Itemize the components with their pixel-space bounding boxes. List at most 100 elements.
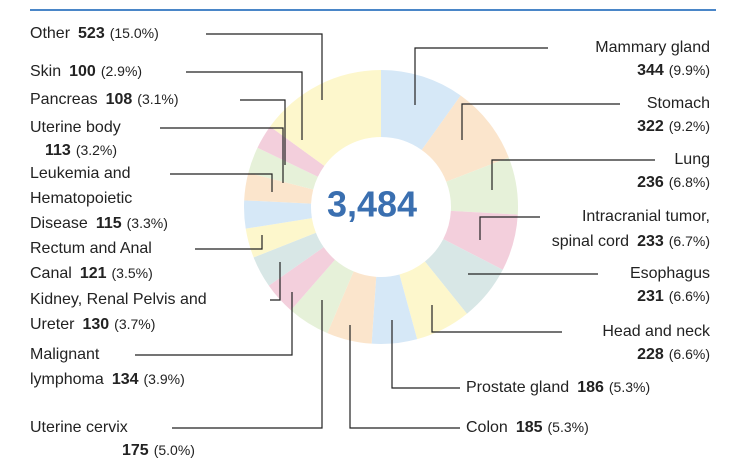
label-count: 322 — [637, 118, 664, 135]
leader-line — [414, 47, 548, 105]
label-name: Canal 121 (3.5%) — [30, 265, 153, 283]
label-name: Kidney, Renal Pelvis and — [30, 291, 207, 308]
slice — [371, 274, 418, 344]
label-name-text: Stomach — [647, 95, 710, 112]
label-name: Disease 115 (3.3%) — [30, 215, 168, 233]
label-percent: (5.0%) — [154, 442, 195, 458]
label-percent: (9.2%) — [669, 118, 710, 134]
slice — [399, 261, 467, 340]
label-name-text: lymphoma — [30, 371, 104, 388]
label-name: Pancreas 108 (3.1%) — [30, 91, 179, 109]
leader-line — [195, 235, 263, 250]
label-count: 185 — [516, 419, 543, 436]
label-percent: (6.8%) — [669, 174, 710, 190]
label-percent: (15.0%) — [110, 25, 159, 41]
label-count-line: 175 (5.0%) — [122, 442, 195, 459]
label-count-line: 231 (6.6%) — [637, 288, 710, 306]
slice — [270, 70, 381, 166]
label-percent: (6.7%) — [669, 233, 710, 249]
label-name: Lung — [674, 151, 710, 168]
label-count: 175 — [122, 442, 149, 459]
leader-line — [170, 173, 273, 192]
label-name-text: Hematopoietic — [30, 190, 132, 207]
label-count: 233 — [637, 233, 664, 250]
label-name: Uterine cervix — [30, 419, 128, 436]
label-name: Mammary gland — [595, 39, 710, 56]
label-name-text: Prostate gland — [466, 379, 569, 396]
label-name-text: Skin — [30, 63, 61, 80]
label-name-text: Malignant — [30, 346, 100, 363]
label-name-text: Canal — [30, 265, 72, 282]
label-name-text: Uterine cervix — [30, 419, 128, 436]
label-count: 108 — [106, 91, 133, 108]
label-name: Hematopoietic — [30, 190, 132, 207]
label-count: 115 — [96, 215, 122, 232]
label-count: 231 — [637, 288, 664, 305]
label-name-text: Other — [30, 25, 71, 42]
label-name-text: Head and neck — [602, 323, 711, 340]
label-name-text: Mammary gland — [595, 39, 710, 56]
leader-line — [160, 127, 284, 183]
label-name-text: spinal cord — [552, 233, 629, 250]
slice — [244, 200, 312, 229]
leader-line — [479, 216, 540, 240]
label-count-line: 113 (3.2%) — [45, 142, 117, 160]
slice — [244, 172, 314, 204]
label-count-line: 322 (9.2%) — [637, 118, 710, 136]
leader-line — [172, 300, 323, 429]
label-count: 236 — [637, 174, 664, 191]
label-name: Esophagus — [630, 265, 710, 282]
slice — [253, 232, 324, 286]
label-name: lymphoma 134 (3.9%) — [30, 371, 185, 389]
leader-line — [240, 99, 286, 165]
label-percent: (3.3%) — [127, 215, 168, 231]
slice — [290, 259, 354, 334]
label-count: 186 — [577, 379, 604, 396]
label-percent: (3.5%) — [112, 265, 153, 281]
label-name: Colon 185 (5.3%) — [466, 419, 589, 437]
label-count: 344 — [637, 62, 664, 79]
label-name: Ureter 130 (3.7%) — [30, 316, 155, 334]
leader-line — [491, 159, 655, 190]
slice — [257, 126, 325, 177]
label-name-text: Esophagus — [630, 265, 710, 282]
leader-line — [206, 33, 323, 100]
label-percent: (9.9%) — [669, 62, 710, 78]
label-name: Leukemia and — [30, 165, 131, 182]
leader-line — [431, 305, 562, 333]
label-percent: (6.6%) — [669, 346, 710, 362]
label-name-text: Intracranial tumor, — [582, 208, 710, 225]
label-name-text: Pancreas — [30, 91, 98, 108]
label-percent: (6.6%) — [669, 288, 710, 304]
label-name-text: Leukemia and — [30, 165, 131, 182]
slice — [421, 95, 509, 182]
label-count: 523 — [78, 25, 105, 42]
slice — [446, 157, 518, 215]
label-name-text: Rectum and Anal — [30, 240, 152, 257]
label-name: Head and neck — [602, 323, 711, 340]
slice — [245, 218, 316, 258]
label-count: 113 — [45, 142, 71, 159]
slice — [268, 247, 335, 311]
label-name-text: Ureter — [30, 316, 75, 333]
leader-line — [349, 325, 460, 429]
label-name: Skin 100 (2.9%) — [30, 63, 142, 81]
label-percent: (5.3%) — [548, 419, 589, 435]
leader-line — [391, 320, 460, 389]
leader-line — [270, 262, 281, 301]
slice — [327, 271, 377, 344]
label-name-text: Disease — [30, 215, 88, 232]
label-name: Prostate gland 186 (5.3%) — [466, 379, 650, 397]
slice — [424, 239, 503, 314]
label-name-text: Lung — [674, 151, 710, 168]
label-percent: (3.1%) — [137, 91, 178, 107]
label-name-text: Uterine body — [30, 119, 121, 136]
label-count: 100 — [69, 63, 96, 80]
label-name-text: Colon — [466, 419, 508, 436]
leader-line — [135, 292, 293, 356]
label-name-text: Kidney, Renal Pelvis and — [30, 291, 207, 308]
slice — [443, 210, 518, 270]
total: 3,484 — [327, 184, 417, 225]
label-count-line: 236 (6.8%) — [637, 174, 710, 192]
